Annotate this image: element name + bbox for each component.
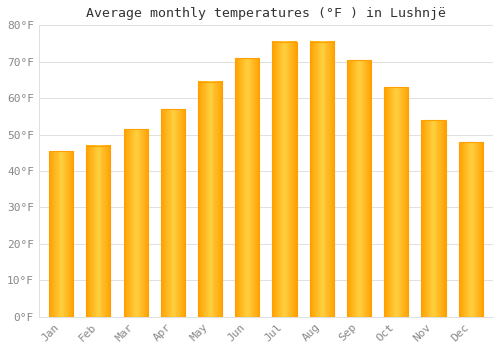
Bar [86,146,110,317]
Bar [458,142,483,317]
Bar [198,82,222,317]
Bar [347,60,371,317]
Bar [384,87,408,317]
Bar [310,42,334,317]
Bar [422,120,446,317]
Bar [160,109,185,317]
Title: Average monthly temperatures (°F ) in Lushnjë: Average monthly temperatures (°F ) in Lu… [86,7,446,20]
Bar [49,151,73,317]
Bar [272,42,296,317]
Bar [235,58,260,317]
Bar [124,129,148,317]
